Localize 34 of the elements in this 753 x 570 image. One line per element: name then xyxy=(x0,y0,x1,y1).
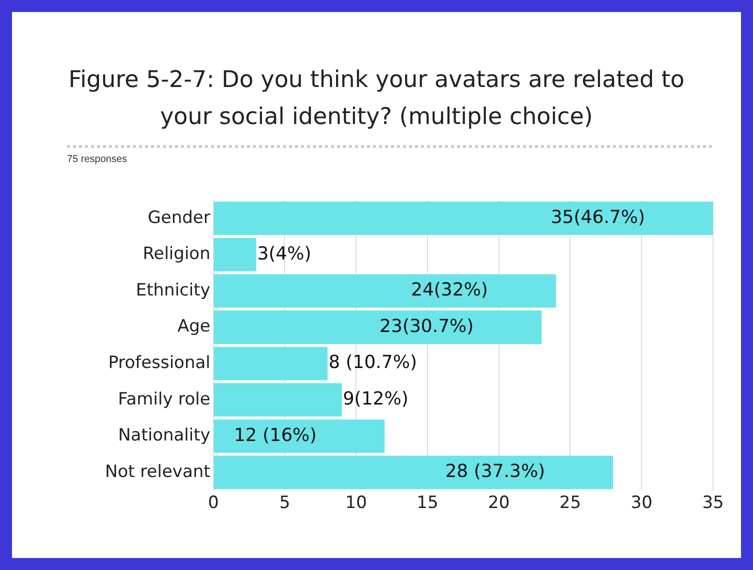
bar xyxy=(214,419,385,453)
bar xyxy=(214,383,342,417)
data-label: 23(30.7%) xyxy=(380,316,474,337)
data-label: 24(32%) xyxy=(411,280,488,301)
y-tick-label: Nationality xyxy=(118,426,210,446)
y-tick-label: Professional xyxy=(108,352,210,373)
data-label: 9(12%) xyxy=(342,388,408,410)
y-tick-label: Age xyxy=(177,316,210,337)
x-tick-label: 25 xyxy=(559,493,582,514)
bar xyxy=(214,310,542,344)
x-tick-label: 30 xyxy=(630,493,652,514)
data-label: 28 (37.3%) xyxy=(445,461,546,482)
bar xyxy=(214,238,256,272)
x-tick-label: 5 xyxy=(279,493,290,514)
x-tick-label: 20 xyxy=(488,493,510,514)
chart-title: Figure 5-2-7: Do you think your avatars are related to your social identity? (multiple choice) xyxy=(68,66,686,132)
y-tick-label: Religion xyxy=(142,244,210,264)
text: 75 responses xyxy=(67,154,128,165)
data-label: 12 (16%) xyxy=(234,424,317,446)
x-tick-label: 10 xyxy=(345,493,367,514)
data-label: 35(46.7%) xyxy=(550,207,645,228)
y-tick-label: Family role xyxy=(118,389,210,410)
bar xyxy=(214,456,614,490)
bar xyxy=(214,346,328,380)
y-tick-label: Ethnicity xyxy=(136,280,210,300)
y-tick-label: Gender xyxy=(148,208,210,228)
x-tick-label: 15 xyxy=(416,493,438,514)
x-tick-label: 35 xyxy=(702,493,724,514)
data-label: 3(4%) xyxy=(257,243,312,264)
bar xyxy=(214,202,713,236)
x-tick-label: 0 xyxy=(208,493,219,514)
bar xyxy=(214,274,556,308)
y-tick-label: Not relevant xyxy=(104,462,211,482)
data-label: 8 (10.7%) xyxy=(328,352,417,374)
